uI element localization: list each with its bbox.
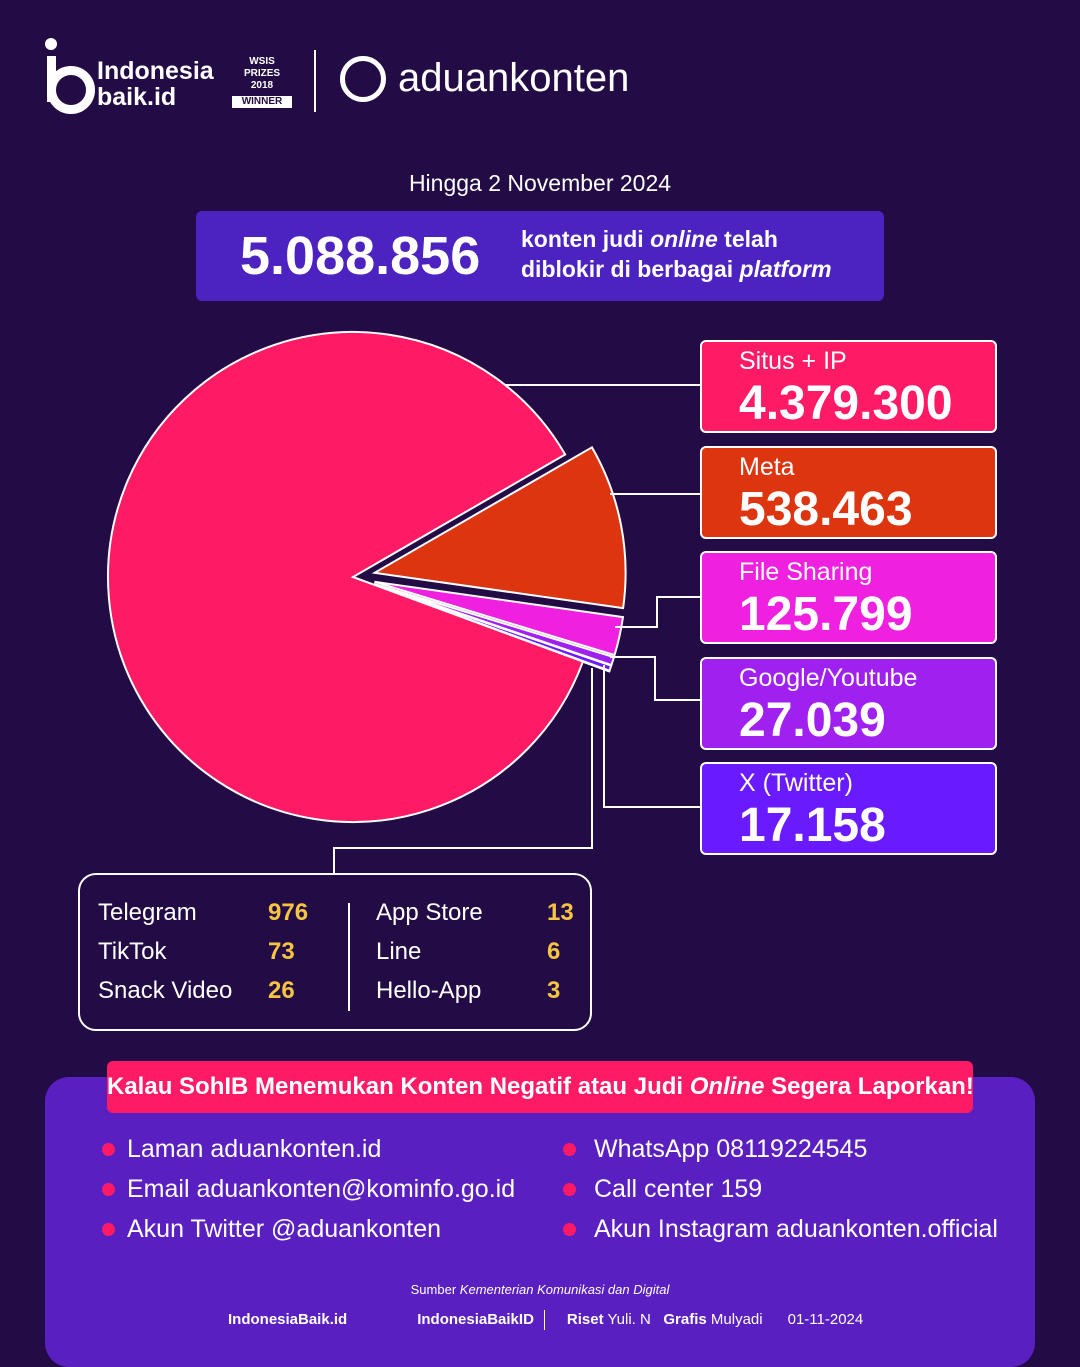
text: Yuli. N	[607, 1311, 651, 1328]
value-label: 26	[268, 977, 295, 1004]
connector	[603, 665, 700, 808]
pie-slice	[107, 331, 585, 824]
headline-text: konten judi online telah diblokir di berb…	[521, 224, 832, 284]
handle: IndonesiaBaik.id	[228, 1311, 348, 1328]
text: Grafis	[663, 1311, 707, 1328]
contact-panel	[45, 1077, 1035, 1367]
label-box: Google/Youtube 27.039	[700, 656, 997, 750]
value-label: 976	[268, 899, 309, 926]
connector	[610, 656, 700, 701]
brand-line: baik.id	[97, 83, 177, 111]
contact-item: Call center 159	[594, 1175, 763, 1203]
award-text: WINNER	[232, 96, 292, 108]
divider	[314, 50, 316, 112]
value-label: 17.158	[739, 799, 886, 852]
category-label: Meta	[739, 452, 795, 481]
bullet	[563, 1183, 576, 1196]
label-box: Situs + IP 4.379.300	[700, 340, 997, 433]
value-label: 538.463	[739, 482, 913, 536]
label-box: X (Twitter) 17.158	[700, 762, 997, 855]
connector	[333, 668, 593, 873]
logo-icon	[45, 38, 95, 114]
value-label: 6	[547, 938, 561, 965]
value-label: 27.039	[739, 693, 886, 747]
category-label: Snack Video	[98, 977, 233, 1004]
contact-item: Laman aduankonten.id	[127, 1135, 382, 1163]
category-label: Situs + IP	[739, 347, 847, 375]
total: 5.088.856	[240, 226, 481, 286]
text: Mulyadi	[710, 1311, 763, 1328]
handle: IndonesiaBaikID	[417, 1311, 534, 1328]
category-label: Telegram	[98, 899, 197, 926]
text: Segera Laporkan!	[764, 1073, 974, 1100]
value-label: 13	[547, 899, 574, 926]
bullet	[563, 1143, 576, 1156]
text: Online	[689, 1073, 765, 1100]
banner: Kalau SohIB Menemukan Konten Negatif ata…	[107, 1061, 974, 1113]
date: 01-11-2024	[787, 1311, 864, 1328]
bullet	[563, 1223, 576, 1236]
category-label: Google/Youtube	[739, 663, 918, 692]
award: WSIS PRIZES 2018 WINNER	[232, 56, 292, 108]
text: platform	[739, 256, 832, 282]
bullet	[102, 1183, 115, 1196]
text: telah	[717, 226, 778, 252]
contact-item: WhatsApp 08119224545	[594, 1135, 868, 1163]
small-table	[78, 873, 592, 1031]
text: online	[650, 226, 718, 252]
label-box: Meta 538.463	[700, 445, 997, 539]
text: Kalau SohIB Menemukan Konten Negatif ata…	[107, 1073, 690, 1100]
text: Sumber	[410, 1282, 457, 1297]
value-label: 73	[268, 938, 295, 965]
partner-name: aduankonten	[398, 56, 630, 100]
category-label: TikTok	[98, 938, 167, 965]
contact-item: Akun Instagram aduankonten.official	[594, 1215, 998, 1243]
divider	[348, 903, 350, 1011]
text: Kementerian Komunikasi dan Digital	[459, 1282, 670, 1297]
value-label: 3	[547, 977, 561, 1004]
brand: Indonesia baik.id	[97, 58, 214, 110]
connector	[615, 596, 700, 628]
value-label: 125.799	[739, 588, 913, 641]
category-label: App Store	[376, 899, 483, 926]
text: diblokir di berbagai	[521, 256, 740, 282]
label-box: File Sharing 125.799	[700, 551, 997, 644]
pie-slice	[371, 445, 627, 610]
partner-icon	[340, 56, 386, 102]
subtitle: Hingga 2 November 2024	[408, 170, 672, 196]
headline-box: 5.088.856 konten judi online telah diblok…	[196, 211, 884, 301]
bullet	[102, 1143, 115, 1156]
contact-item: Akun Twitter @aduankonten	[127, 1215, 442, 1243]
bullet	[102, 1223, 115, 1236]
value-label: 4.379.300	[739, 377, 953, 430]
text: Riset	[566, 1311, 604, 1328]
footer: IndonesiaBaik.id IndonesiaBaikID Riset Yu…	[188, 1310, 863, 1330]
contact-item: Email aduankonten@kominfo.go.id	[127, 1175, 516, 1203]
connectors	[333, 384, 700, 873]
source: Sumber Kementerian Komunikasi dan Digita…	[0, 1282, 1080, 1297]
text: konten judi	[521, 226, 651, 252]
category-label: Line	[376, 938, 422, 965]
category-label: File Sharing	[739, 558, 873, 586]
category-label: X (Twitter)	[739, 769, 853, 797]
pie-slice	[374, 580, 625, 657]
brand-line: Indonesia	[97, 57, 214, 85]
award-text: WSIS PRIZES 2018	[243, 56, 281, 91]
category-label: Hello-App	[376, 977, 482, 1004]
